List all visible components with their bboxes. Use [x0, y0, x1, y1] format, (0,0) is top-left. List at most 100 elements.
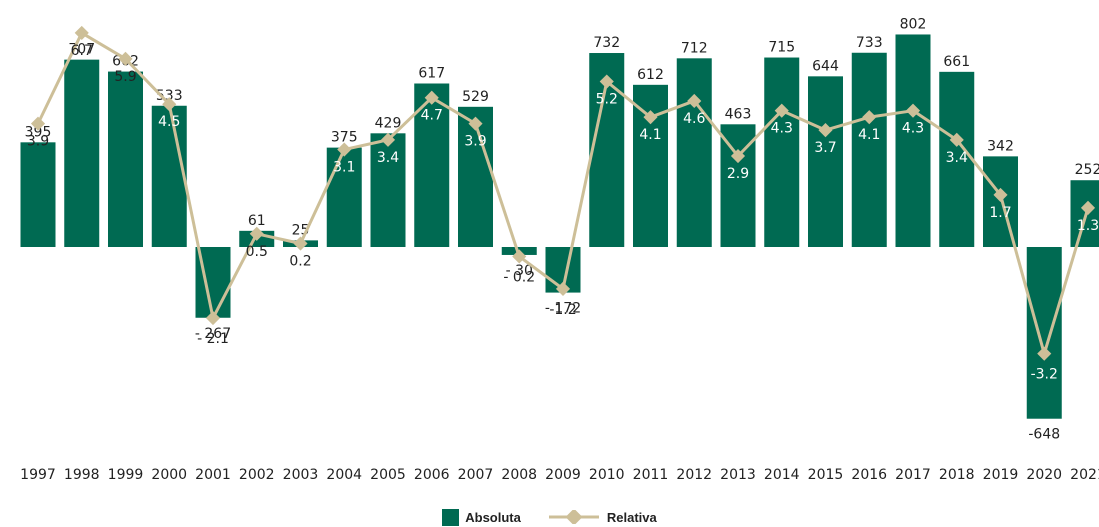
bar-value-label-2021: 252	[1075, 162, 1099, 178]
relativa-marker-2004	[337, 142, 352, 157]
x-tick-label-2003: 2003	[283, 467, 319, 483]
relativa-marker-2008	[512, 249, 527, 264]
bar-value-label-2008: - 30	[506, 263, 533, 279]
relativa-marker-2015	[818, 123, 833, 138]
relativa-marker-2009	[555, 281, 571, 296]
bar-value-label-2013: 463	[725, 106, 752, 122]
x-tick-label-2015: 2015	[808, 467, 844, 483]
x-tick-label-2006: 2006	[414, 467, 450, 483]
relativa-marker-2003	[293, 236, 308, 251]
bar-value-label-2007: 529	[462, 89, 489, 105]
bar-2004	[326, 147, 362, 247]
bar-value-label-2014: 715	[768, 40, 795, 56]
legend-item-absoluta: Absoluta	[442, 508, 521, 526]
relativa-value-label-2018: 3.4	[946, 150, 968, 166]
bar-value-label-2002: 61	[248, 213, 266, 229]
x-tick-label-1998: 1998	[64, 467, 100, 483]
bar-value-label-2001: - 267	[195, 326, 231, 342]
x-tick-label-2017: 2017	[895, 467, 931, 483]
relativa-marker-2019	[993, 187, 1008, 202]
relativa-marker-2021	[1080, 200, 1096, 215]
x-tick-label-2005: 2005	[370, 467, 406, 483]
relativa-marker-2006	[424, 90, 439, 105]
x-tick-label-2009: 2009	[545, 467, 581, 483]
relativa-value-label-2011: 4.1	[639, 127, 661, 143]
x-tick-label-2013: 2013	[720, 467, 756, 483]
x-tick-label-2021: 2021	[1070, 467, 1099, 483]
relativa-marker-2011	[643, 110, 658, 125]
legend-label-absoluta: Absoluta	[465, 509, 521, 525]
relativa-marker-2017	[905, 103, 921, 118]
bar-value-label-2000: 533	[156, 88, 183, 104]
relativa-value-label-2015: 3.7	[814, 140, 836, 156]
relativa-value-label-2007: 3.9	[464, 134, 486, 150]
bar-value-label-2005: 429	[375, 115, 402, 131]
relativa-value-label-2004: 3.1	[333, 160, 355, 176]
bar-value-label-2018: 661	[943, 54, 970, 70]
bar-2016	[851, 52, 887, 247]
bar-value-label-2012: 712	[681, 40, 708, 56]
relativa-value-label-2017: 4.3	[902, 121, 924, 137]
relativa-value-label-2009: -1.2	[549, 302, 576, 318]
x-tick-label-2016: 2016	[851, 467, 887, 483]
relativa-value-label-2008: - 0.2	[503, 269, 535, 285]
relativa-value-label-2003: 0.2	[289, 254, 311, 270]
x-tick-label-2004: 2004	[326, 467, 362, 483]
relativa-value-label-2021: 1.3	[1077, 218, 1099, 234]
relativa-marker-2007	[468, 116, 483, 131]
relativa-marker-2020	[1037, 346, 1052, 361]
bar-value-label-2016: 733	[856, 35, 883, 51]
relativa-value-label-2006: 4.7	[421, 108, 443, 124]
bar-value-label-2006: 617	[418, 65, 445, 81]
bar-2000	[151, 105, 187, 247]
bar-2017	[895, 34, 931, 247]
bar-1998	[64, 59, 100, 247]
x-tick-label-2001: 2001	[195, 467, 231, 483]
x-tick-label-2008: 2008	[501, 467, 537, 483]
legend-item-relativa: Relativa	[547, 510, 657, 525]
x-tick-label-1997: 1997	[20, 467, 56, 483]
relativa-value-label-2019: 1.7	[989, 205, 1011, 221]
x-tick-label-2019: 2019	[983, 467, 1019, 483]
relativa-value-label-1998: 6.7	[71, 43, 93, 59]
relativa-value-label-2013: 2.9	[727, 166, 749, 182]
relativa-marker-2002	[249, 226, 264, 241]
bar-value-label-2009: - 172	[545, 301, 581, 317]
bars-group	[20, 34, 1099, 419]
relativa-marker-2016	[862, 110, 877, 125]
relativa-value-label-2020: -3.2	[1031, 367, 1058, 383]
bar-value-label-2011: 612	[637, 67, 664, 83]
bar-value-label-1997: 395	[25, 124, 52, 140]
x-tick-label-2007: 2007	[458, 467, 494, 483]
relativa-marker-1998	[74, 25, 89, 40]
legend-bar-swatch	[442, 508, 460, 526]
bar-2018	[939, 71, 975, 248]
bar-2011	[633, 84, 668, 247]
bar-value-label-2019: 342	[987, 138, 1014, 154]
bar-value-label-2010: 732	[593, 35, 620, 51]
relativa-value-label-2005: 3.4	[377, 150, 399, 166]
bar-value-label-2004: 375	[331, 130, 358, 146]
relativa-marker-2005	[380, 132, 396, 147]
x-tick-label-2012: 2012	[676, 467, 712, 483]
x-tick-label-2011: 2011	[633, 467, 669, 483]
bar-1999	[108, 71, 143, 247]
relativa-marker-2012	[687, 93, 702, 109]
bar-1997	[20, 142, 56, 247]
relativa-value-label-2010: 5.2	[596, 92, 618, 108]
bar-value-label-2015: 644	[812, 58, 839, 74]
bar-2020	[1026, 247, 1062, 419]
x-tick-label-2002: 2002	[239, 467, 275, 483]
relativa-value-label-2001: - 2.1	[197, 331, 229, 347]
bar-2005	[370, 133, 406, 247]
relativa-value-label-1997: 3.9	[27, 134, 49, 150]
legend-line-swatch	[548, 510, 599, 524]
relativa-value-label-2000: 4.5	[158, 114, 180, 130]
chart-area: 3951997707199866219995332000- 2672001612…	[20, 16, 1099, 483]
x-tick-label-2018: 2018	[939, 467, 975, 483]
x-tick-label-2020: 2020	[1026, 467, 1062, 483]
relativa-marker-2018	[949, 132, 964, 147]
bar-2012	[676, 58, 712, 247]
relativa-value-label-1999: 5.9	[114, 69, 136, 85]
relativa-marker-2010	[599, 74, 614, 89]
